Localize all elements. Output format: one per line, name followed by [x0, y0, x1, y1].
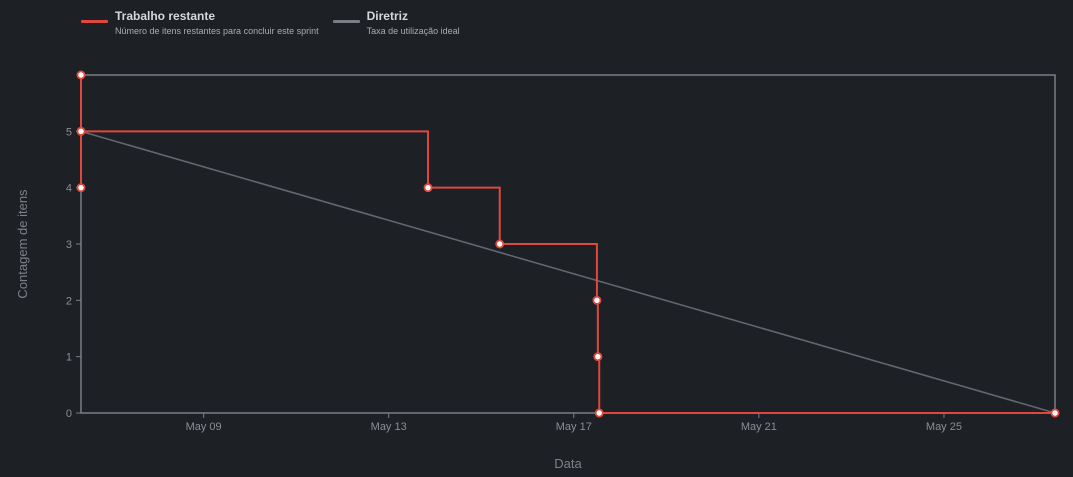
legend-swatch-remaining-work — [81, 20, 108, 23]
data-point[interactable] — [594, 408, 604, 418]
series-line-diretriz — [80, 130, 1056, 414]
data-point[interactable] — [495, 239, 505, 249]
x-tick-label: May 13 — [371, 421, 407, 433]
y-tick-label: 1 — [66, 352, 72, 364]
x-tick-label: May 21 — [741, 421, 777, 433]
legend-description: Número de itens restantes para concluir … — [115, 26, 319, 36]
data-point[interactable] — [593, 352, 603, 362]
data-point[interactable] — [423, 183, 433, 193]
legend-item-remaining-work[interactable]: Trabalho restante Número de itens restan… — [81, 8, 319, 38]
x-tick-label: May 25 — [926, 421, 962, 433]
legend-description: Taxa de utilização ideal — [366, 26, 460, 36]
data-point[interactable] — [592, 295, 602, 305]
y-tick-label: 4 — [66, 183, 72, 195]
data-point[interactable] — [76, 126, 86, 136]
legend-label: Trabalho restante — [115, 9, 216, 23]
series-line-trabalho-restante — [80, 75, 1055, 414]
y-tick-label: 5 — [66, 126, 72, 138]
y-axis: 0 1 2 3 4 5 — [66, 126, 81, 420]
data-point[interactable] — [76, 70, 86, 80]
y-axis-title: Contagem de itens — [15, 189, 30, 299]
x-tick-label: May 09 — [186, 421, 222, 433]
data-point[interactable] — [1050, 408, 1060, 418]
y-tick-label: 3 — [66, 239, 72, 251]
data-point[interactable] — [76, 183, 86, 193]
legend-label: Diretriz — [366, 9, 408, 23]
x-axis-title: Data — [554, 456, 582, 471]
legend-item-guideline[interactable]: Diretriz Taxa de utilização ideal — [332, 8, 460, 38]
chart-legend: Trabalho restante Número de itens restan… — [81, 8, 460, 38]
y-tick-label: 0 — [66, 408, 72, 420]
y-tick-label: 2 — [66, 295, 72, 307]
series-layer — [76, 70, 1060, 418]
x-tick-label: May 17 — [556, 421, 592, 433]
legend-swatch-guideline — [332, 20, 360, 23]
x-axis: May 09 May 13 May 17 May 21 May 25 — [186, 413, 962, 433]
